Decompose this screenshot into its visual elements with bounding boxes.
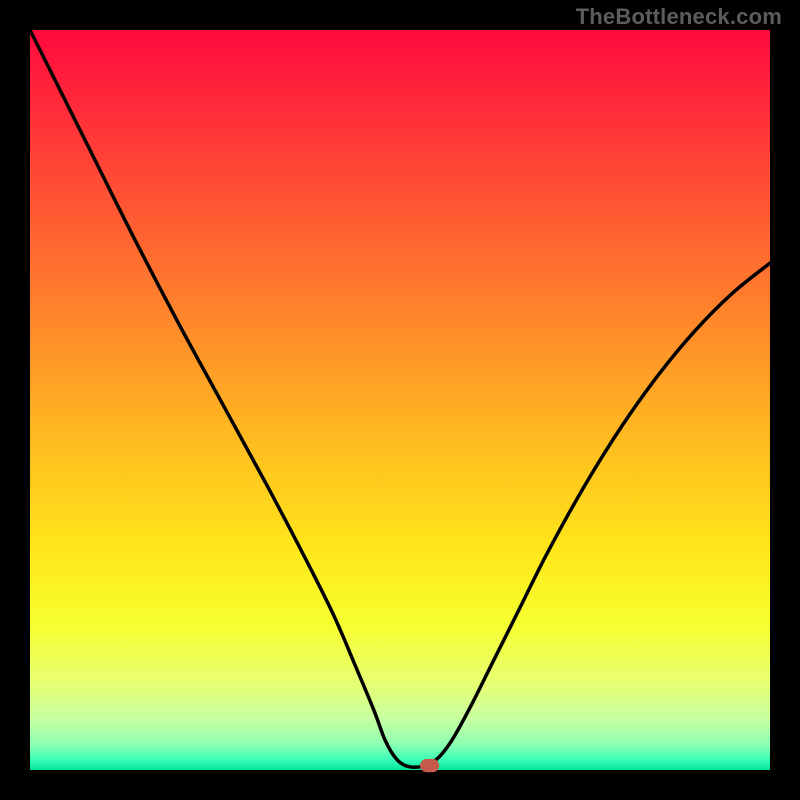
source-watermark: TheBottleneck.com bbox=[576, 4, 782, 30]
chart-background-gradient bbox=[30, 30, 770, 770]
bottleneck-chart-svg bbox=[0, 0, 800, 800]
chart-container: TheBottleneck.com bbox=[0, 0, 800, 800]
optimal-point-marker bbox=[420, 759, 439, 772]
